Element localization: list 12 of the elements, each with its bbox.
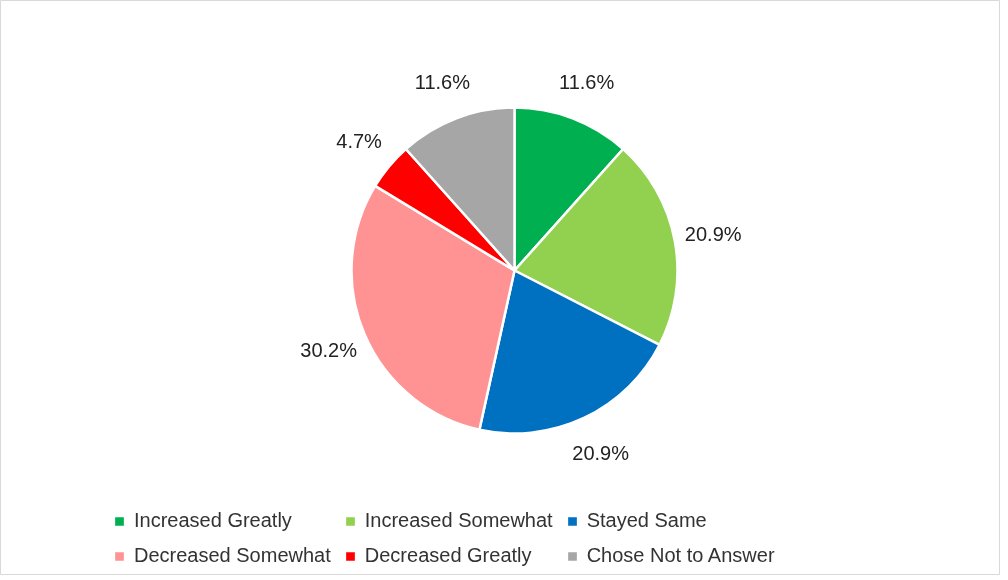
data-label: 30.2% [300,338,358,361]
data-label: 4.7% [336,130,383,153]
legend-label: Increased Somewhat [364,509,553,532]
data-label: 20.9% [684,222,742,245]
legend-label: Decreased Somewhat [134,544,331,567]
legend-label: Chose Not to Answer [586,544,775,567]
legend-label: Stayed Same [586,509,707,532]
legend-label: Increased Greatly [134,509,292,532]
data-label: 11.6% [558,70,615,93]
data-label: 11.6% [414,70,471,93]
legend-label: Decreased Greatly [364,544,532,567]
data-label: 20.9% [572,442,630,465]
